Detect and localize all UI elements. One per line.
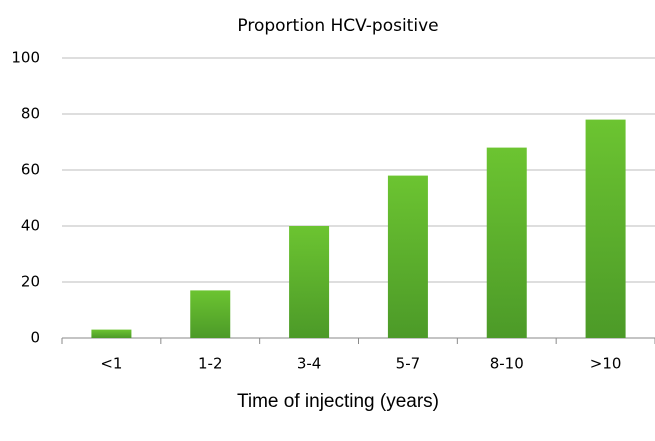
y-tick-label: 60 [21, 161, 40, 179]
y-tick-label: 0 [30, 329, 40, 347]
y-tick-label: 80 [21, 105, 40, 123]
chart-title: Proportion HCV-positive [237, 16, 438, 36]
x-tick-label: 1-2 [198, 355, 223, 373]
bar [387, 175, 428, 338]
x-axis-label: Time of injecting (years) [237, 391, 439, 412]
y-tick-label: 40 [21, 217, 40, 235]
bar [486, 147, 527, 338]
bar [289, 226, 330, 338]
bar [585, 119, 626, 338]
x-tick-label: 5-7 [396, 355, 421, 373]
bar [190, 290, 231, 338]
x-tick-label: 8-10 [490, 355, 524, 373]
y-tick-label: 100 [11, 49, 40, 67]
x-tick-label: 3-4 [297, 355, 322, 373]
bar [91, 329, 132, 338]
y-tick-label: 20 [21, 273, 40, 291]
x-tick-label: >10 [590, 355, 622, 373]
x-tick-label: <1 [100, 355, 122, 373]
